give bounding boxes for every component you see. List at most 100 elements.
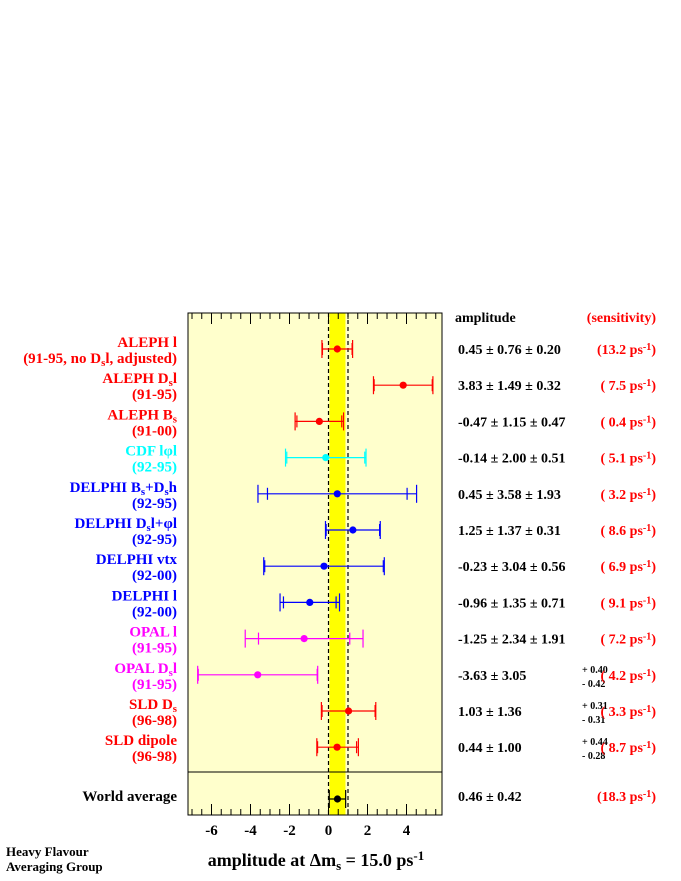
amplitude-value: 1.25 ± 1.37 ± 0.31 [458, 524, 561, 539]
measurement-point [284, 448, 367, 467]
plot-marks [197, 340, 434, 808]
x-tick-label: 4 [403, 823, 411, 839]
amplitude-value: -3.63 ± 3.05 [458, 669, 526, 684]
measurement-point [294, 412, 345, 431]
measurement-label: DELPHI l [112, 588, 177, 604]
measurement-period: (91-95, no Dsl, adjusted) [23, 351, 177, 369]
measurement-period: (91-00) [132, 423, 177, 439]
sensitivity-header: (sensitivity) [587, 311, 657, 326]
amplitude-header: amplitude [455, 311, 516, 326]
measurement-period: (92-95) [132, 460, 177, 476]
measurement-point [244, 629, 364, 648]
sensitivity-value: ( 8.7 ps-1) [601, 740, 657, 757]
world-average-point [328, 790, 347, 808]
amplitude-value: -1.25 ± 2.34 ± 1.91 [458, 633, 566, 648]
measurement-point [321, 340, 354, 358]
asymmetric-syst-up: + 0.31 [582, 701, 608, 712]
measurement-label: ALEPH l [117, 335, 177, 351]
sensitivity-value: ( 3.2 ps-1) [601, 486, 657, 503]
measurement-period: (91-95) [132, 387, 177, 403]
measurement-period: (92-00) [132, 568, 177, 584]
amplitude-value: 1.03 ± 1.36 [458, 705, 522, 720]
sensitivity-value: ( 4.2 ps-1) [601, 667, 657, 684]
asymmetric-syst-up: + 0.40 [582, 665, 608, 676]
credit-line-2: Averaging Group [6, 859, 103, 874]
credit-line-1: Heavy Flavour [6, 844, 89, 859]
x-axis: -6 -4 -2 0 2 4 amplitude at Δms = 15.0 ps-1 Hea… [6, 313, 437, 874]
plot-background [188, 313, 442, 815]
amplitude-value: -0.47 ± 1.15 ± 0.47 [458, 415, 566, 430]
sensitivity-value: ( 6.9 ps-1) [601, 559, 657, 576]
measurement-period: (91-95) [132, 641, 177, 657]
central-value-marker [322, 454, 330, 462]
amplitude-value: -0.14 ± 2.00 ± 0.51 [458, 452, 566, 467]
world-average-value: 0.46 ± 0.42 [458, 790, 522, 805]
x-axis-label: amplitude at Δms = 15.0 ps-1 [208, 848, 424, 873]
x-tick-label: -4 [244, 823, 257, 839]
central-value-marker [306, 598, 314, 607]
central-value-marker [300, 635, 308, 643]
measurement-period: (92-95) [132, 532, 177, 548]
measurement-label: DELPHI Dsl+φl [74, 516, 177, 534]
asymmetric-syst-up: + 0.44 [582, 737, 608, 748]
x-tick-label: 2 [364, 823, 372, 839]
measurement-point [197, 665, 319, 684]
x-tick-label: 0 [325, 823, 333, 839]
central-value-marker [333, 795, 342, 803]
asymmetric-syst-down: - 0.28 [582, 751, 605, 762]
measurement-period: (92-00) [132, 604, 177, 620]
amplitude-value: -0.23 ± 3.04 ± 0.56 [458, 560, 566, 575]
measurement-labels: ALEPH l(91-95, no Dsl, adjusted) ALEPH Ds… [23, 335, 177, 805]
measurement-point [372, 376, 434, 395]
sensitivity-value: ( 0.4 ps-1) [601, 414, 657, 431]
sensitivity-value: ( 5.1 ps-1) [601, 450, 657, 467]
amplitude-value: -0.96 ± 1.35 ± 0.71 [458, 596, 566, 611]
measurement-label: CDF lφl [125, 444, 177, 460]
central-value-marker [333, 490, 341, 498]
central-value-marker [333, 345, 341, 353]
central-value-marker [254, 671, 262, 679]
measurement-label: OPAL l [129, 625, 177, 641]
central-value-marker [333, 743, 341, 751]
measurement-period: (96-98) [132, 713, 177, 729]
measurement-label: ALEPH Dsl [102, 371, 177, 389]
measurement-point [263, 557, 385, 576]
sensitivity-value: ( 7.5 ps-1) [601, 378, 657, 395]
world-average-sensitivity: (18.3 ps-1) [597, 789, 656, 806]
sensitivity-value: ( 7.2 ps-1) [601, 631, 657, 648]
measurement-label: OPAL Dsl [114, 661, 177, 679]
measurement-period: (91-95) [132, 677, 177, 693]
amplitude-value: 0.44 ± 1.00 [458, 741, 522, 756]
plot-border [187, 312, 443, 816]
central-value-marker [399, 381, 407, 389]
sensitivity-value: ( 9.1 ps-1) [601, 595, 657, 612]
measurement-period: (92-95) [132, 496, 177, 512]
asymmetric-syst-down: - 0.31 [582, 715, 605, 726]
world-average-band [329, 313, 346, 815]
measurement-point [316, 738, 359, 757]
amplitude-values: amplitude (sensitivity) 0.45 ± 0.76 ± 0.20… [455, 311, 656, 805]
central-value-marker [349, 526, 357, 534]
amplitude-value: 0.45 ± 3.58 ± 1.93 [458, 488, 561, 503]
measurement-label: SLD Ds [129, 697, 177, 715]
central-value-marker [344, 707, 353, 715]
measurement-point [257, 484, 418, 503]
measurement-label: ALEPH Bs [107, 407, 177, 425]
measurement-point [320, 702, 377, 720]
asymmetric-syst-down: - 0.42 [582, 679, 605, 690]
amplitude-value: 3.83 ± 1.49 ± 0.32 [458, 379, 561, 394]
world-average-label: World average [82, 789, 177, 805]
central-value-marker [315, 417, 323, 425]
measurement-label: DELPHI vtx [96, 552, 178, 568]
sensitivity-value: ( 8.6 ps-1) [601, 523, 657, 540]
measurement-period: (96-98) [132, 749, 177, 765]
amplitude-value: 0.45 ± 0.76 ± 0.20 [458, 343, 561, 358]
measurement-label: DELPHI Bs+Dsh [70, 480, 178, 498]
measurement-label: SLD dipole [105, 733, 177, 749]
sensitivity-value: (13.2 ps-1) [597, 342, 656, 359]
measurement-point [279, 593, 341, 612]
x-tick-label: -2 [283, 823, 296, 839]
sensitivity-value: ( 3.3 ps-1) [601, 704, 657, 721]
plot-frame [187, 312, 443, 816]
